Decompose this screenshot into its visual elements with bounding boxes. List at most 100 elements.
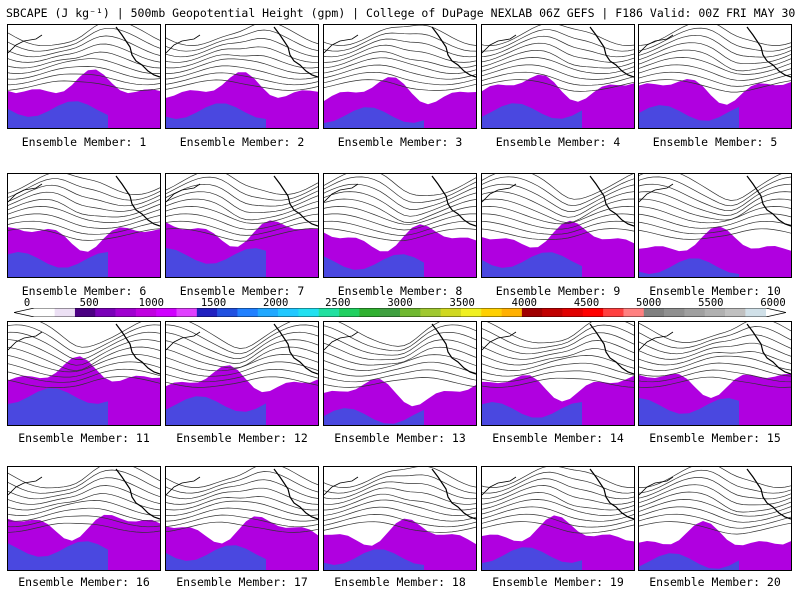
height-contour [324,499,476,516]
height-contour [639,198,791,221]
colorbar-swatch [115,308,137,317]
height-contour [482,79,634,92]
colorbar-swatch [237,308,259,317]
map-graphic [639,467,791,570]
height-contour [166,38,318,58]
height-contour [482,513,634,528]
height-contour [482,377,634,388]
colorbar-swatch [176,308,198,317]
height-contour [8,361,160,378]
height-contour [639,57,791,75]
ensemble-member-map [165,173,319,278]
height-contour [166,471,318,494]
ensemble-member-map [323,173,477,278]
height-contour [639,220,791,235]
ensemble-member-label: Ensemble Member: 4 [495,135,621,149]
cape-high-fill [482,252,582,277]
colorbar-swatch [745,308,766,317]
coastline-west [8,183,43,203]
colorbar-swatch [542,308,563,317]
coastline-west [324,183,359,203]
ensemble-member-map [7,173,161,278]
height-contour [639,376,791,388]
height-contour [324,220,476,236]
ensemble-member-label: Ensemble Member: 5 [652,135,778,149]
height-contour [324,25,476,46]
ensemble-member-label: Ensemble Member: 8 [337,284,463,298]
height-contour [324,331,476,356]
height-contour [324,32,476,52]
map-graphic [8,467,160,570]
height-contour [166,339,318,364]
height-contour [639,174,782,201]
map-graphic [166,322,318,425]
height-contour [482,220,634,235]
colorbar-swatch [156,308,177,317]
height-contour [8,80,160,91]
colorbar-swatch [379,308,401,317]
map-graphic [482,174,634,277]
height-contour [639,326,791,349]
coastline [431,175,476,227]
map-graphic [324,467,476,570]
height-contour [639,183,791,211]
colorbar-swatch [460,308,482,317]
height-contour [324,44,476,63]
colorbar [14,308,786,317]
height-contour [8,35,160,58]
cape-high-fill [324,408,424,425]
colorbar-swatch [54,308,76,317]
cape-fill [639,373,791,425]
height-contour [482,467,634,488]
map-graphic [482,25,634,128]
ensemble-member-map [638,321,792,426]
height-contour [324,487,476,505]
colorbar-tick-label: 6000 [760,297,786,309]
height-contour [324,514,476,528]
map-graphic [324,322,476,425]
height-contour [166,507,318,522]
height-contour [482,191,634,218]
ensemble-member-map [7,24,161,129]
height-contour [639,342,791,360]
height-contour [8,213,160,229]
map-graphic [166,25,318,128]
cape-high-fill [482,547,582,570]
cape-fill [324,224,476,277]
height-contour [166,521,318,533]
height-contour [8,66,160,80]
coastline-west [324,34,359,54]
height-contour [482,49,634,69]
height-contour [166,487,318,505]
height-contour [324,467,476,488]
coastline-west [482,183,517,203]
height-contour [8,339,160,366]
ensemble-member-label: Ensemble Member: 3 [337,135,463,149]
coastline [589,175,634,227]
height-contour [639,477,791,500]
cape-high-fill [8,101,108,128]
colorbar-swatch [298,308,320,317]
ensemble-member-label: Ensemble Member: 17 [176,575,308,589]
map-graphic [166,467,318,570]
height-contour [482,176,634,207]
height-contour [482,35,634,58]
height-contour [8,184,160,207]
height-contour [482,183,634,212]
height-contour [8,467,160,489]
ensemble-member-map [165,24,319,129]
height-contour [8,324,160,355]
map-graphic [482,467,634,570]
height-contour [639,362,791,377]
height-contour [166,206,318,224]
height-contour [639,213,791,229]
height-contour [639,64,791,81]
height-contour [482,478,634,500]
height-contour [8,228,160,241]
height-contour [487,322,634,344]
height-contour [482,29,634,52]
height-contour [324,38,476,58]
cape-high-fill [639,258,739,277]
height-contour [8,178,160,201]
colorbar-swatch [664,308,685,317]
